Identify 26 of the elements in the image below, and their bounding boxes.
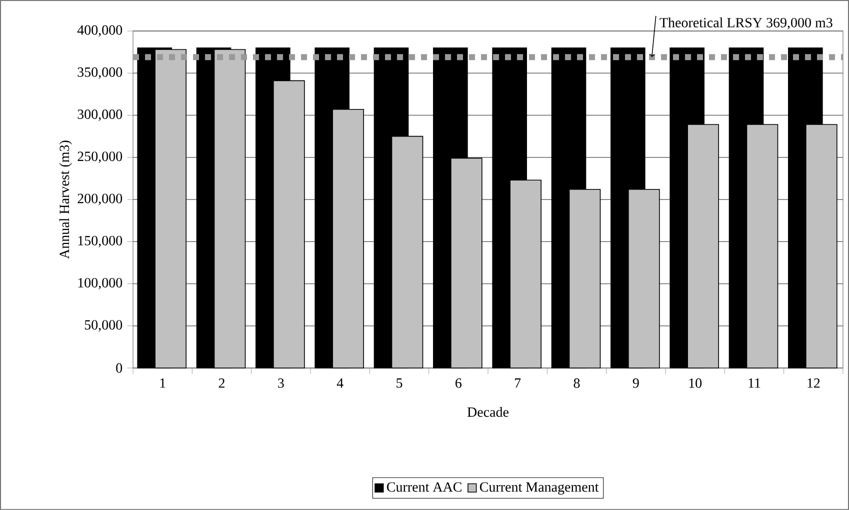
- y-tick-label: 350,000: [78, 67, 122, 79]
- legend-label: Current Management: [480, 482, 599, 495]
- x-tick-label: 8: [574, 378, 580, 388]
- y-tick-label: 200,000: [78, 194, 122, 206]
- annotation: Theoretical LRSY 369,000 m3: [660, 18, 832, 30]
- y-tick-label: 50,000: [84, 320, 122, 332]
- x-tick-label: 1: [160, 378, 166, 388]
- x-tick-label: 4: [336, 378, 344, 388]
- x-tick-label: 2: [218, 378, 224, 388]
- x-tick-label: 3: [278, 378, 284, 388]
- y-tick-label: 0: [116, 363, 122, 373]
- x-tick-label: 5: [396, 378, 402, 388]
- x-tick-label: 10: [689, 378, 702, 388]
- x-tick-label: 11: [748, 378, 760, 388]
- y-tick-label: 100,000: [78, 278, 122, 290]
- y-tick-label: 300,000: [78, 110, 122, 121]
- y-tick-label: 250,000: [78, 152, 122, 164]
- x-tick-label: 12: [808, 378, 820, 388]
- x-tick-label: 6: [456, 378, 462, 388]
- y-axis-title: Annual Harvest (m3): [59, 140, 72, 259]
- legend-label: Current AAC: [386, 482, 462, 492]
- x-tick-label: 9: [632, 378, 639, 388]
- y-tick-label: 400,000: [77, 25, 122, 37]
- x-tick-label: 7: [515, 378, 521, 388]
- x-axis-title: Decade: [467, 407, 509, 417]
- y-tick-label: 150,000: [78, 236, 122, 248]
